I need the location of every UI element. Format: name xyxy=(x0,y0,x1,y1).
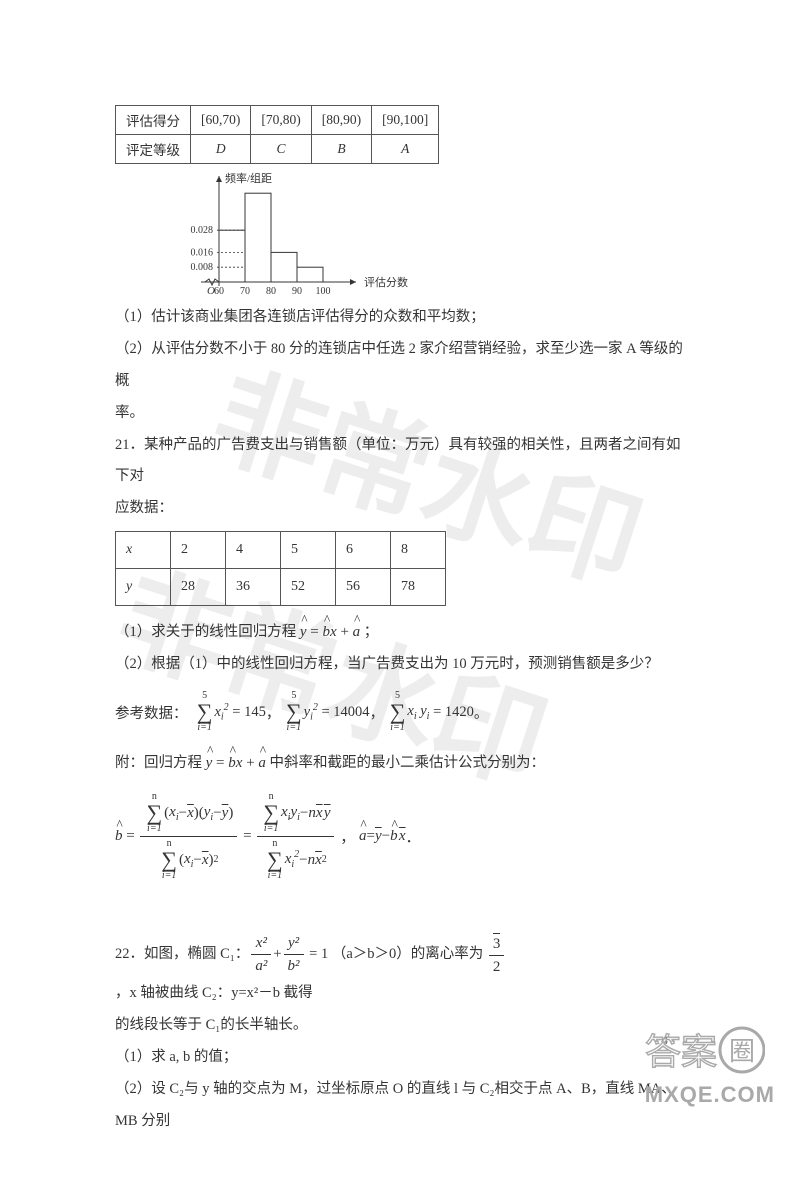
cell: 评定等级 xyxy=(116,135,191,164)
site-watermark: MXQE.COM xyxy=(645,1082,775,1108)
q20-part2b: 率。 xyxy=(115,398,683,430)
sigma-icon: 5 ∑ i=1 xyxy=(197,691,213,733)
svg-text:100: 100 xyxy=(316,286,331,297)
table-row: x 2 4 5 6 8 xyxy=(116,532,446,569)
q21-intro-line1: 21．某种产品的广告费支出与销售额（单位：万元）具有较强的相关性，且两者之间有如… xyxy=(115,430,683,494)
table-row: 评定等级 D C B A xyxy=(116,135,439,164)
cell: 4 xyxy=(226,532,281,569)
cell: [90,100] xyxy=(372,106,439,135)
fraction: y²b² xyxy=(284,932,304,977)
q20-part1: （1）估计该商业集团各连锁店评估得分的众数和平均数； xyxy=(115,302,683,334)
q20-part2a: （2）从评估分数不小于 80 分的连锁店中任选 2 家介绍营销经验，求至少选一家… xyxy=(115,334,683,398)
cell: [80,90) xyxy=(311,106,371,135)
svg-text:0.028: 0.028 xyxy=(191,225,214,236)
text: = 1 （a＞b＞0）的离心率为 xyxy=(309,939,483,971)
table-row: 评估得分 [60,70) [70,80) [80,90) [90,100] xyxy=(116,106,439,135)
cell: x xyxy=(116,532,171,569)
svg-text:70: 70 xyxy=(240,286,250,297)
cell: A xyxy=(372,135,439,164)
bhat-formula: b = n∑i=1 (xi − x)(yi − y) n∑i=1 (xi − x… xyxy=(115,790,683,883)
cell: 36 xyxy=(226,569,281,606)
cell: 5 xyxy=(281,532,336,569)
text: （1）求关于的线性回归方程 xyxy=(115,624,296,640)
cell: 评估得分 xyxy=(116,106,191,135)
cell: [60,70) xyxy=(191,106,251,135)
histogram-chart: 频率/组距评估分数O0.0080.0160.02860708090100 xyxy=(185,172,505,292)
cell: y xyxy=(116,569,171,606)
histogram-svg: 频率/组距评估分数O0.0080.0160.02860708090100 xyxy=(185,172,445,292)
regression-eq: y = bx + a xyxy=(300,616,360,649)
score-grade-table: 评估得分 [60,70) [70,80) [80,90) [90,100] 评定… xyxy=(115,105,439,164)
svg-text:频率/组距: 频率/组距 xyxy=(225,171,272,185)
svg-text:评估分数: 评估分数 xyxy=(364,276,408,289)
sigma-icon: 5 ∑ i=1 xyxy=(286,691,302,733)
text: 附：回归方程 xyxy=(115,755,202,771)
cell: 6 xyxy=(336,532,391,569)
table-row: y 28 36 52 56 78 xyxy=(116,569,446,606)
q22-line1: 22．如图，椭圆 C₁： x²a² + y²b² = 1 （a＞b＞0）的离心率… xyxy=(115,931,683,1010)
fraction: x²a² xyxy=(251,932,271,977)
q21-sub2: （2）根据（1）中的线性回归方程，当广告费支出为 10 万元时，预测销售额是多少… xyxy=(115,649,683,681)
text: 中斜率和截距的最小二乘估计公式分别为： xyxy=(270,755,546,771)
sigma-icon: 5 ∑ i=1 xyxy=(390,691,406,733)
q21-sub1: （1）求关于的线性回归方程 y = bx + a ； xyxy=(115,616,683,649)
cell: 52 xyxy=(281,569,336,606)
cell: 78 xyxy=(391,569,446,606)
q22-line2: 的线段长等于 C₁的长半轴长。 xyxy=(115,1010,683,1042)
text: ，x 轴被曲线 C₂：y=x²－b 截得 xyxy=(115,978,313,1010)
cell: 8 xyxy=(391,532,446,569)
svg-text:0.008: 0.008 xyxy=(191,262,214,273)
reference-sums: 参考数据： 5 ∑ i=1 xi2 = 145 ， 5 ∑ i=1 yi2 = … xyxy=(115,691,683,733)
svg-text:60: 60 xyxy=(214,286,224,297)
q22-sub2: （2）设 C₂与 y 轴的交点为 M，过坐标原点 O 的直线 l 与 C₂相交于… xyxy=(115,1074,683,1138)
svg-text:0.016: 0.016 xyxy=(191,247,214,258)
logo-circle-text: 圈 xyxy=(729,1037,755,1066)
cell: 2 xyxy=(171,532,226,569)
cell: 28 xyxy=(171,569,226,606)
xy-data-table: x 2 4 5 6 8 y 28 36 52 56 78 xyxy=(115,531,446,606)
text: 22．如图，椭圆 C₁： xyxy=(115,939,249,971)
cell: D xyxy=(191,135,251,164)
ref-label: 参考数据： xyxy=(115,702,188,723)
q21-intro-line2: 应数据： xyxy=(115,493,683,525)
attach-line: 附：回归方程 y = bx + a 中斜率和截距的最小二乘估计公式分别为： xyxy=(115,747,683,780)
cell: C xyxy=(251,135,311,164)
cell: B xyxy=(311,135,371,164)
answer-circle-logo: 答案 圈 xyxy=(645,1024,765,1076)
cell: [70,80) xyxy=(251,106,311,135)
logo-text: 答案 xyxy=(645,1032,717,1072)
svg-text:80: 80 xyxy=(266,286,276,297)
text: ； xyxy=(364,624,379,640)
regression-eq-2: y = bx + a xyxy=(206,747,266,780)
svg-text:90: 90 xyxy=(292,286,302,297)
cell: 56 xyxy=(336,569,391,606)
q22-sub1: （1）求 a, b 的值； xyxy=(115,1042,683,1074)
fraction: 32 xyxy=(489,931,505,978)
page-content: 评估得分 [60,70) [70,80) [80,90) [90,100] 评定… xyxy=(0,0,793,1178)
